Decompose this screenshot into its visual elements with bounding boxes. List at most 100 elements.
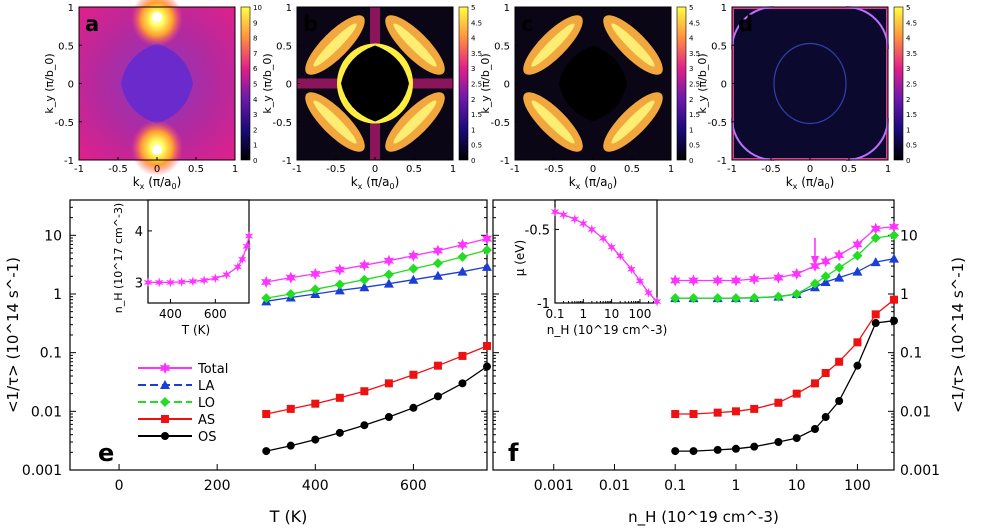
data-point [598,233,608,244]
x-tick-label: -0.5 [108,164,128,175]
data-point [792,389,801,398]
colorbar-tick-label: 4 [689,35,694,43]
xlabel-end: ) [830,175,835,189]
y-tick-label: -0.5 [707,118,727,129]
hotspot-bottom-core [152,145,162,155]
data-point [731,407,740,416]
inset-frame [147,199,250,304]
data-point [154,277,164,288]
series-line-la [675,258,895,299]
data-point [432,244,444,257]
colorbar-tick-label: 4 [253,96,258,104]
data-point [482,261,492,271]
data-point [644,287,653,298]
y-tick-label: -1 [64,156,74,167]
inset-x-tick-label: 400 [159,307,182,321]
data-point [820,255,831,268]
data-point [481,232,493,245]
data-point [311,435,320,444]
panel-letter: f [508,439,519,467]
data-point [188,276,198,287]
colorbar-tick-label: 10 [253,4,262,12]
colorbar [240,6,251,161]
xlabel-k: k [786,175,793,189]
data-point [360,421,369,430]
data-point [285,288,296,299]
crescent-core-2 [313,100,357,144]
colorbar-tick-label: 2.5 [471,81,482,89]
inset-y-tick-label: 4 [135,225,143,240]
panel-letter: d [738,12,753,36]
xlabel-sub: x [576,182,581,191]
plot-frame [69,199,488,471]
xlabel-end: ) [177,175,182,189]
colorbar-tick-label: 2.5 [689,81,700,89]
y-tick-label: -1 [500,156,510,167]
y-tick-label: 10 [44,228,62,244]
data-point [750,404,759,413]
data-point [792,434,801,443]
xlabel-sub: x [358,182,363,191]
data-point [870,257,881,267]
data-point [853,361,862,370]
y-axis-label: k_y (π/b_0) [43,53,56,113]
fermi-arc-2 [731,117,775,161]
data-point [749,292,760,303]
x-tick-label: 0.5 [188,164,204,175]
y-tick-label: 1 [68,3,74,14]
data-point [261,276,272,288]
y-tick-label: 1 [504,3,510,14]
colorbar-tick-label: 1.5 [906,111,917,119]
colorbar-tick-label: 1 [689,126,693,134]
data-point [820,271,831,282]
data-point [222,269,231,280]
data-point [713,445,722,454]
y-tick-label: 1 [721,3,727,14]
data-point [483,362,491,371]
data-point [688,274,699,287]
colorbar-tick-label: 4 [471,35,476,43]
legend-label: AS [198,413,215,428]
inset-x-tick-label: 100 [628,307,651,321]
data-point [834,249,845,262]
data-point [383,278,394,288]
colorbar-tick-label: 2 [906,96,910,104]
colorbar-tick-label: 3 [471,65,475,73]
colorbar-tick-label: 2.5 [906,81,917,89]
crescent-core-3 [611,100,655,144]
data-point [559,209,568,220]
y-tick-label: 10 [900,228,918,244]
y-tick-label: -0.5 [490,118,510,129]
data-point [821,413,830,422]
data-point [809,260,821,272]
colorbar-tick-label: 0 [689,157,693,165]
x-tick-label: 1 [885,164,891,175]
x-tick-label: 0 [590,164,596,175]
colorbar-tick-label: 1 [471,126,475,134]
data-point [160,397,170,407]
data-point [310,267,321,280]
y-tick-label: 0.5 [494,41,510,52]
data-point [262,410,271,419]
data-point [262,447,271,456]
data-point [244,231,254,242]
data-point [482,245,492,256]
colorbar-tick-label: 4.5 [471,19,482,27]
data-point [889,230,899,241]
x-tick-label: 400 [302,478,329,494]
data-point [161,415,169,423]
data-point [870,222,881,235]
colorbar-tick-label: 3 [689,65,693,73]
data-point [334,279,345,290]
fermi-arc-1 [845,6,889,50]
data-point [712,274,723,287]
colorbar-tick-label: 3.5 [906,50,917,58]
data-point [607,242,616,253]
data-point [791,288,802,299]
inset-y-tick-label: -1 [537,297,550,312]
x-tick-label: 0.5 [406,164,422,175]
x-tick-label: 0 [115,478,124,494]
heatmap-c: c-1 -0.5 0 0.5 110.50-0.5-1kx (π/a0)k_y (π/b… [479,3,700,191]
data-point [433,361,442,370]
